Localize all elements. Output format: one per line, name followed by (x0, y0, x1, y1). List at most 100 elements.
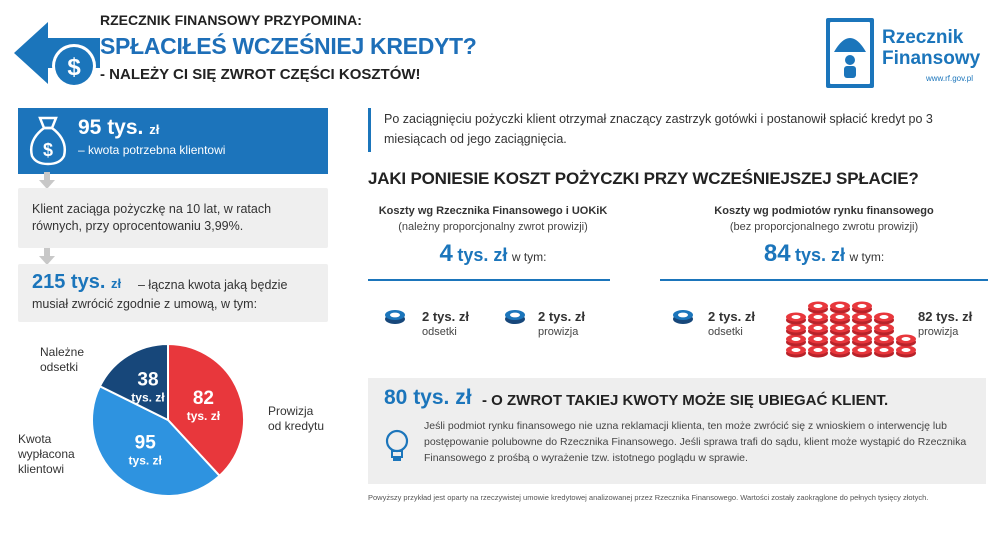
col-a-item2-label: prowizja (538, 326, 579, 338)
header-kicker: RZECZNIK FINANSOWY PRZYPOMINA: (100, 12, 362, 28)
total-repay-desc-2: musiał zwrócić zgodnie z umową, w tym: (32, 297, 258, 311)
col-b-item2-label: prowizja (918, 326, 959, 338)
col-a-total-value: 4 (439, 240, 453, 267)
col-a-total-unit: tys. zł (457, 245, 508, 265)
red-coin (874, 345, 894, 358)
pie-slice-unit-2: tys. zł (131, 391, 165, 405)
col-a-item1-value: 2 tys. zł (422, 309, 469, 324)
col-b-total-unit: tys. zł (795, 245, 846, 265)
red-coin (896, 345, 916, 358)
pie-label-prowizja-1: Prowizja (268, 404, 314, 418)
col-a-subheading: (należny proporcjonalny zwrot prowizji) (398, 221, 588, 233)
col-b-total-value: 84 (763, 240, 791, 267)
pie-label-odsetki-1: Należne (40, 345, 85, 359)
red-coin (808, 301, 828, 314)
total-repay-value: 215 tys. (32, 271, 106, 293)
header-subtitle: - NALEŻY CI SIĘ ZWROT CZĘŚCI KOSZTÓW! (100, 66, 421, 83)
pie-slice-unit-1: tys. zł (129, 453, 163, 467)
umbrella-person-icon (830, 22, 870, 84)
pie-label-prowizja-2: od kredytu (268, 419, 325, 433)
red-coin (852, 345, 872, 358)
red-coin (808, 334, 828, 347)
col-a-heading: Koszty wg Rzecznika Finansowego i UOKiK (378, 205, 608, 217)
logo-mark (826, 18, 874, 88)
red-coin (830, 345, 850, 358)
red-coin (896, 334, 916, 347)
intro-accent-bar (368, 108, 371, 152)
logo-url: www.rf.gov.pl (926, 74, 973, 83)
col-b-total-suffix: w tym: (849, 250, 885, 264)
coin-icon (673, 310, 693, 324)
red-coin-stacks-icon (786, 301, 916, 358)
col-b-item1-value: 2 tys. zł (708, 309, 755, 324)
amount-needed-box (18, 108, 328, 174)
back-arrow-dollar-icon: $ (14, 22, 100, 88)
red-coin (852, 334, 872, 347)
red-coin (786, 312, 806, 325)
red-coin (830, 334, 850, 347)
footnote: Powyższy przykład jest oparty na rzeczyw… (368, 493, 929, 502)
col-a-divider (368, 279, 610, 281)
total-repay-unit: zł (110, 276, 122, 291)
red-coin (808, 345, 828, 358)
pie-slice-0 (167, 342, 245, 478)
svg-text:$: $ (67, 54, 81, 81)
col-a-item2-value: 2 tys. zł (538, 309, 585, 324)
pie-slice-value-2: 38 (137, 370, 158, 391)
red-coin (830, 312, 850, 325)
amount-needed-desc: – kwota potrzebna klientowi (78, 143, 226, 157)
total-repay-desc-1: – łączna kwota jaką będzie (138, 278, 288, 292)
arrow-down-icon (39, 172, 55, 189)
refund-value: 80 tys. zł (384, 386, 472, 409)
coin-icon (505, 310, 525, 324)
total-repay-box (18, 264, 328, 322)
arrow-down-icon (39, 248, 55, 265)
col-a-item1-label: odsetki (422, 326, 457, 338)
header-title: SPŁACIŁEŚ WCZEŚNIEJ KREDYT? (100, 33, 477, 59)
red-coin (852, 301, 872, 314)
amount-needed-value: 95 tys. (78, 116, 144, 139)
pie-label-kwota-2: wypłacona (18, 447, 75, 461)
red-coin (874, 312, 894, 325)
coin-icon (385, 310, 405, 324)
pie-label-kwota-3: klientowi (18, 462, 65, 476)
loan-terms-text: Klient zaciąga pożyczkę na 10 lat, w rat… (32, 202, 272, 233)
red-coin (874, 334, 894, 347)
amount-needed-unit: zł (149, 122, 160, 137)
pie-slice-1 (91, 384, 221, 497)
col-b-divider (660, 279, 988, 281)
refund-body: Jeśli podmiot rynku finansowego nie uzna… (424, 420, 967, 464)
col-b-subheading: (bez proporcjonalnego zwrotu prowizji) (729, 221, 919, 233)
pie-slice-value-0: 82 (193, 388, 214, 409)
red-coin (786, 323, 806, 336)
pie-label-kwota-1: Kwota (18, 432, 52, 446)
pie-slice-value-1: 95 (135, 432, 157, 453)
red-coin (786, 345, 806, 358)
red-coin (830, 301, 850, 314)
pie-slice-2 (98, 342, 169, 422)
red-coin (852, 323, 872, 336)
col-b-heading: Koszty wg podmiotów rynku finansowego (714, 205, 934, 217)
question-heading: JAKI PONIESIE KOSZT POŻYCZKI PRZY WCZEŚN… (368, 169, 919, 188)
red-coin (852, 312, 872, 325)
col-a-total-suffix: w tym: (511, 250, 547, 264)
red-coin (874, 323, 894, 336)
svg-text:$: $ (43, 140, 53, 160)
red-coin (808, 312, 828, 325)
intro-text: Po zaciągnięciu pożyczki klient otrzymał… (384, 112, 933, 146)
refund-headline: - O ZWROT TAKIEJ KWOTY MOŻE SIĘ UBIEGAĆ … (482, 392, 889, 409)
loan-terms-box (18, 188, 328, 248)
col-b-item2-value: 82 tys. zł (918, 309, 973, 324)
red-coin (808, 323, 828, 336)
pie-label-odsetki-2: odsetki (40, 360, 79, 374)
red-coin (830, 323, 850, 336)
pie-slice-unit-0: tys. zł (187, 409, 221, 423)
lightbulb-icon (385, 429, 409, 461)
red-coin (786, 334, 806, 347)
money-bag-icon: $ (30, 116, 66, 166)
logo-text-line2: Finansowy (882, 48, 981, 69)
logo-text-line1: Rzecznik (882, 27, 964, 48)
refund-box (368, 378, 986, 484)
col-b-item1-label: odsetki (708, 326, 743, 338)
